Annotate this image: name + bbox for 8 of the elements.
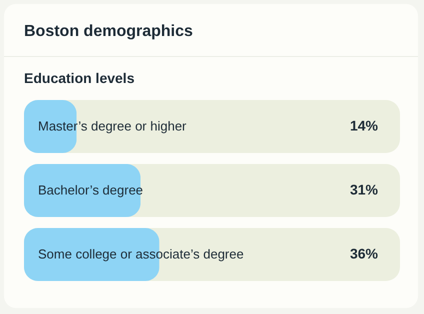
chart-title: Boston demographics (24, 23, 193, 41)
y-tick-label: Bachelor’s degree (38, 182, 144, 198)
y-tick-label: Some college or associate’s degree (38, 246, 244, 262)
data-label: 14% (350, 118, 379, 134)
data-label: 36% (350, 246, 379, 262)
y-tick-label: Master’s degree or higher (38, 118, 188, 134)
chart-subtitle: Education levels (24, 70, 134, 86)
data-label: 31% (350, 182, 379, 198)
